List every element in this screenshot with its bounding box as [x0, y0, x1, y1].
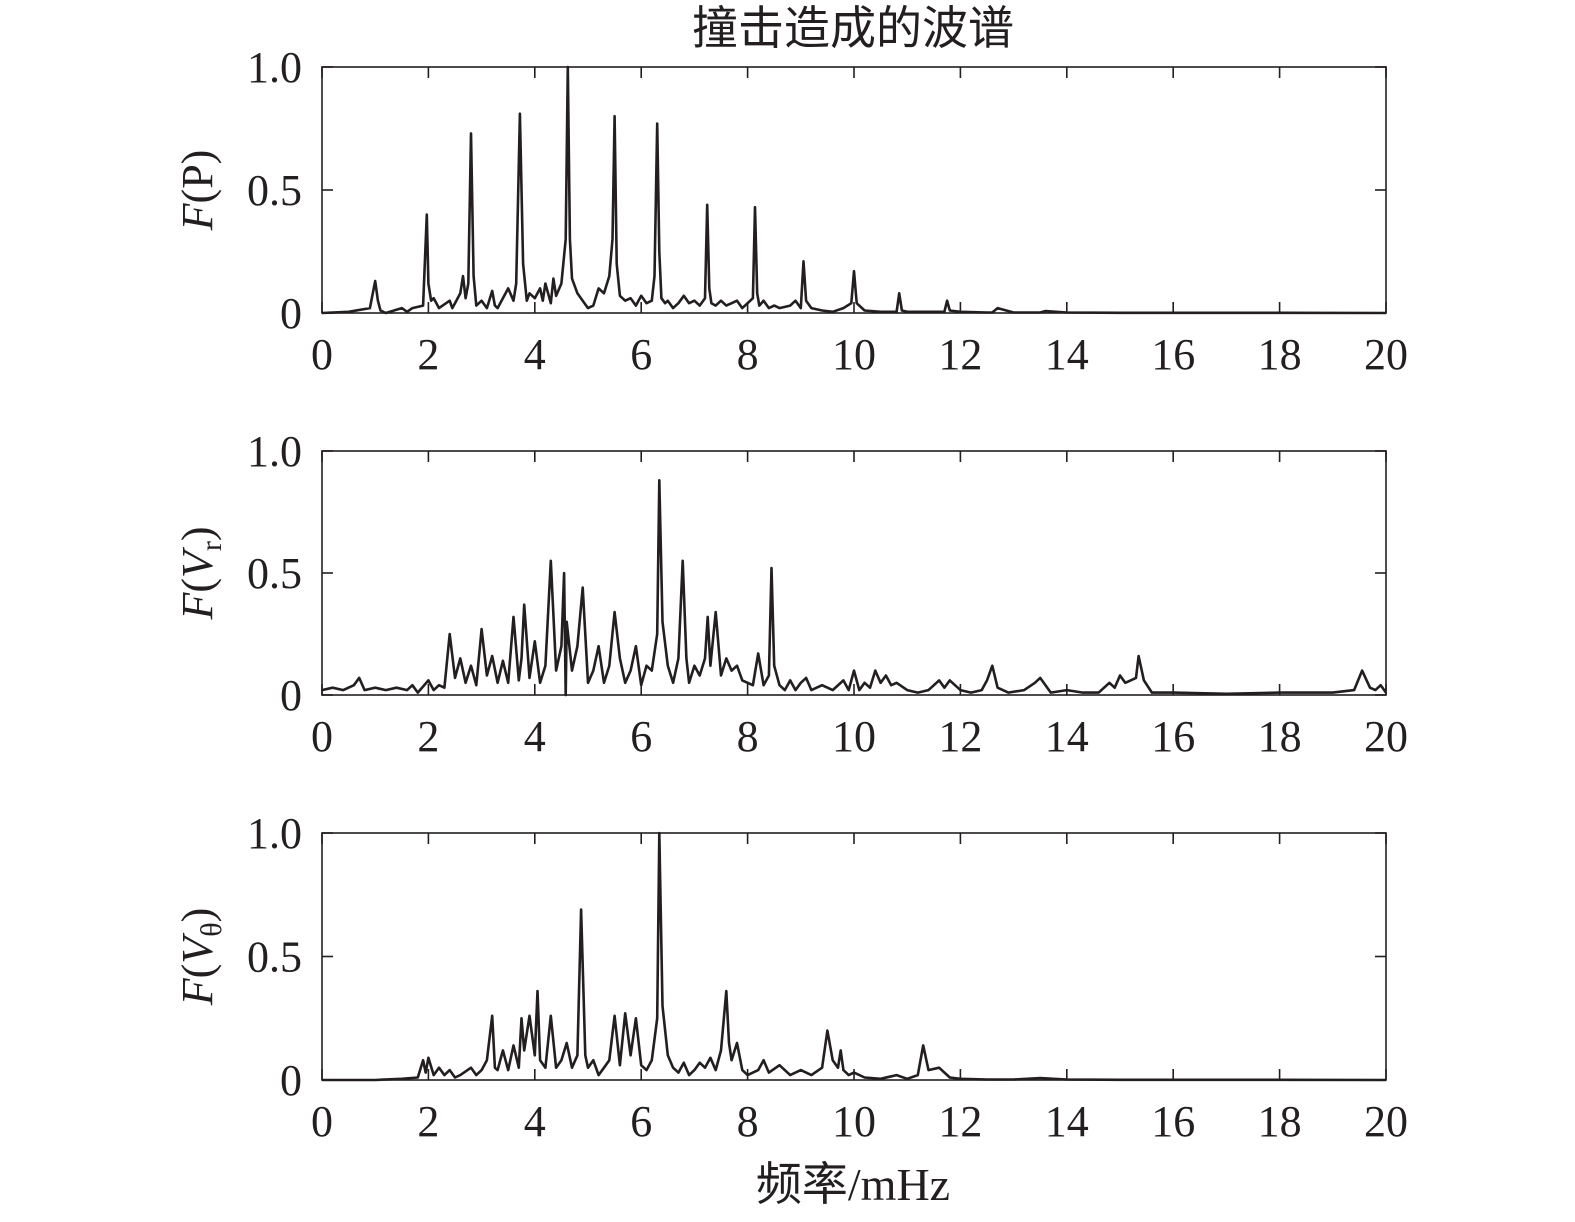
x-tick-label: 12	[938, 712, 982, 761]
figure-title: 撞击造成的波谱	[692, 3, 1014, 54]
x-tick-label: 16	[1151, 712, 1195, 761]
y-axis-label-part: )	[173, 526, 222, 541]
x-tick-label: 4	[524, 712, 546, 761]
y-axis-label: F(Vθ)	[173, 908, 228, 1006]
x-tick-label: 8	[737, 1097, 759, 1146]
x-tick-label: 6	[630, 712, 652, 761]
x-tick-label: 14	[1045, 712, 1089, 761]
x-tick-label: 2	[417, 1097, 439, 1146]
x-tick-label: 10	[832, 712, 876, 761]
y-axis-label-part: (	[173, 964, 222, 979]
x-tick-label: 20	[1364, 1097, 1408, 1146]
x-tick-label: 0	[311, 712, 333, 761]
x-tick-label: 10	[832, 1097, 876, 1146]
y-tick-label: 1.0	[247, 43, 302, 92]
x-tick-label: 20	[1364, 330, 1408, 379]
x-tick-label: 18	[1258, 1097, 1302, 1146]
x-tick-label: 6	[630, 1097, 652, 1146]
x-tick-label: 16	[1151, 330, 1195, 379]
series-line-vr	[321, 478, 1388, 697]
y-axis-label-part: )	[173, 908, 222, 923]
x-tick-label: 0	[311, 1097, 333, 1146]
y-tick-label: 1.0	[247, 809, 302, 858]
y-axis-label-part: (	[173, 578, 222, 593]
y-axis-label-part: (P)	[173, 150, 222, 204]
x-tick-label: 6	[630, 330, 652, 379]
panel-vr: 0 2 4 6 8 10 12 14 16 18 20 0 0.5 1.0 F(Vr)	[173, 427, 1408, 761]
x-tick-label: 8	[737, 712, 759, 761]
x-tick-label: 20	[1364, 712, 1408, 761]
x-tick-label: 8	[737, 330, 759, 379]
y-tick-label: 0.5	[247, 933, 302, 982]
y-axis-label-part: F	[173, 592, 222, 621]
y-tick-label: 0	[280, 289, 302, 338]
y-tick-label: 0	[280, 671, 302, 720]
y-tick-label: 0.5	[247, 549, 302, 598]
x-tick-label: 2	[417, 712, 439, 761]
y-axis-label-part: F	[173, 977, 222, 1006]
x-tick-label: 14	[1045, 330, 1089, 379]
panel-vtheta: 0 2 4 6 8 10 12 14 16 18 20 0 0.5 1.0 F(Vθ)	[173, 809, 1408, 1146]
series-line-pressure	[321, 65, 1387, 315]
y-tick-label: 0	[280, 1056, 302, 1105]
x-tick-label: 12	[938, 1097, 982, 1146]
x-tick-label: 18	[1258, 712, 1302, 761]
x-tick-label: 4	[524, 330, 546, 379]
x-tick-label: 0	[311, 330, 333, 379]
x-tick-label: 16	[1151, 1097, 1195, 1146]
panel-pressure: 0 2 4 6 8 10 12 14 16 18 20 0 0.5 1.0 F(P)	[173, 43, 1408, 379]
x-tick-label: 14	[1045, 1097, 1089, 1146]
y-axis-label-part: F	[173, 202, 222, 231]
x-tick-label: 4	[524, 1097, 546, 1146]
y-axis-label-part: θ	[195, 922, 228, 936]
series-line-vtheta	[322, 831, 1387, 1082]
x-axis-label: 频率/mHz	[756, 1159, 950, 1210]
x-tick-label: 10	[832, 330, 876, 379]
plot-frame	[321, 450, 1387, 696]
y-axis-label-part: V	[173, 546, 222, 578]
y-tick-label: 1.0	[247, 427, 302, 476]
y-axis-label-part: V	[173, 932, 222, 964]
y-axis-label-part: r	[195, 541, 228, 551]
y-axis-label: F(P)	[173, 150, 222, 232]
plot-frame	[321, 832, 1387, 1081]
x-tick-label: 18	[1258, 330, 1302, 379]
x-tick-label: 12	[938, 330, 982, 379]
y-axis-label: F(Vr)	[173, 526, 228, 620]
y-tick-label: 0.5	[247, 166, 302, 215]
x-tick-label: 2	[417, 330, 439, 379]
